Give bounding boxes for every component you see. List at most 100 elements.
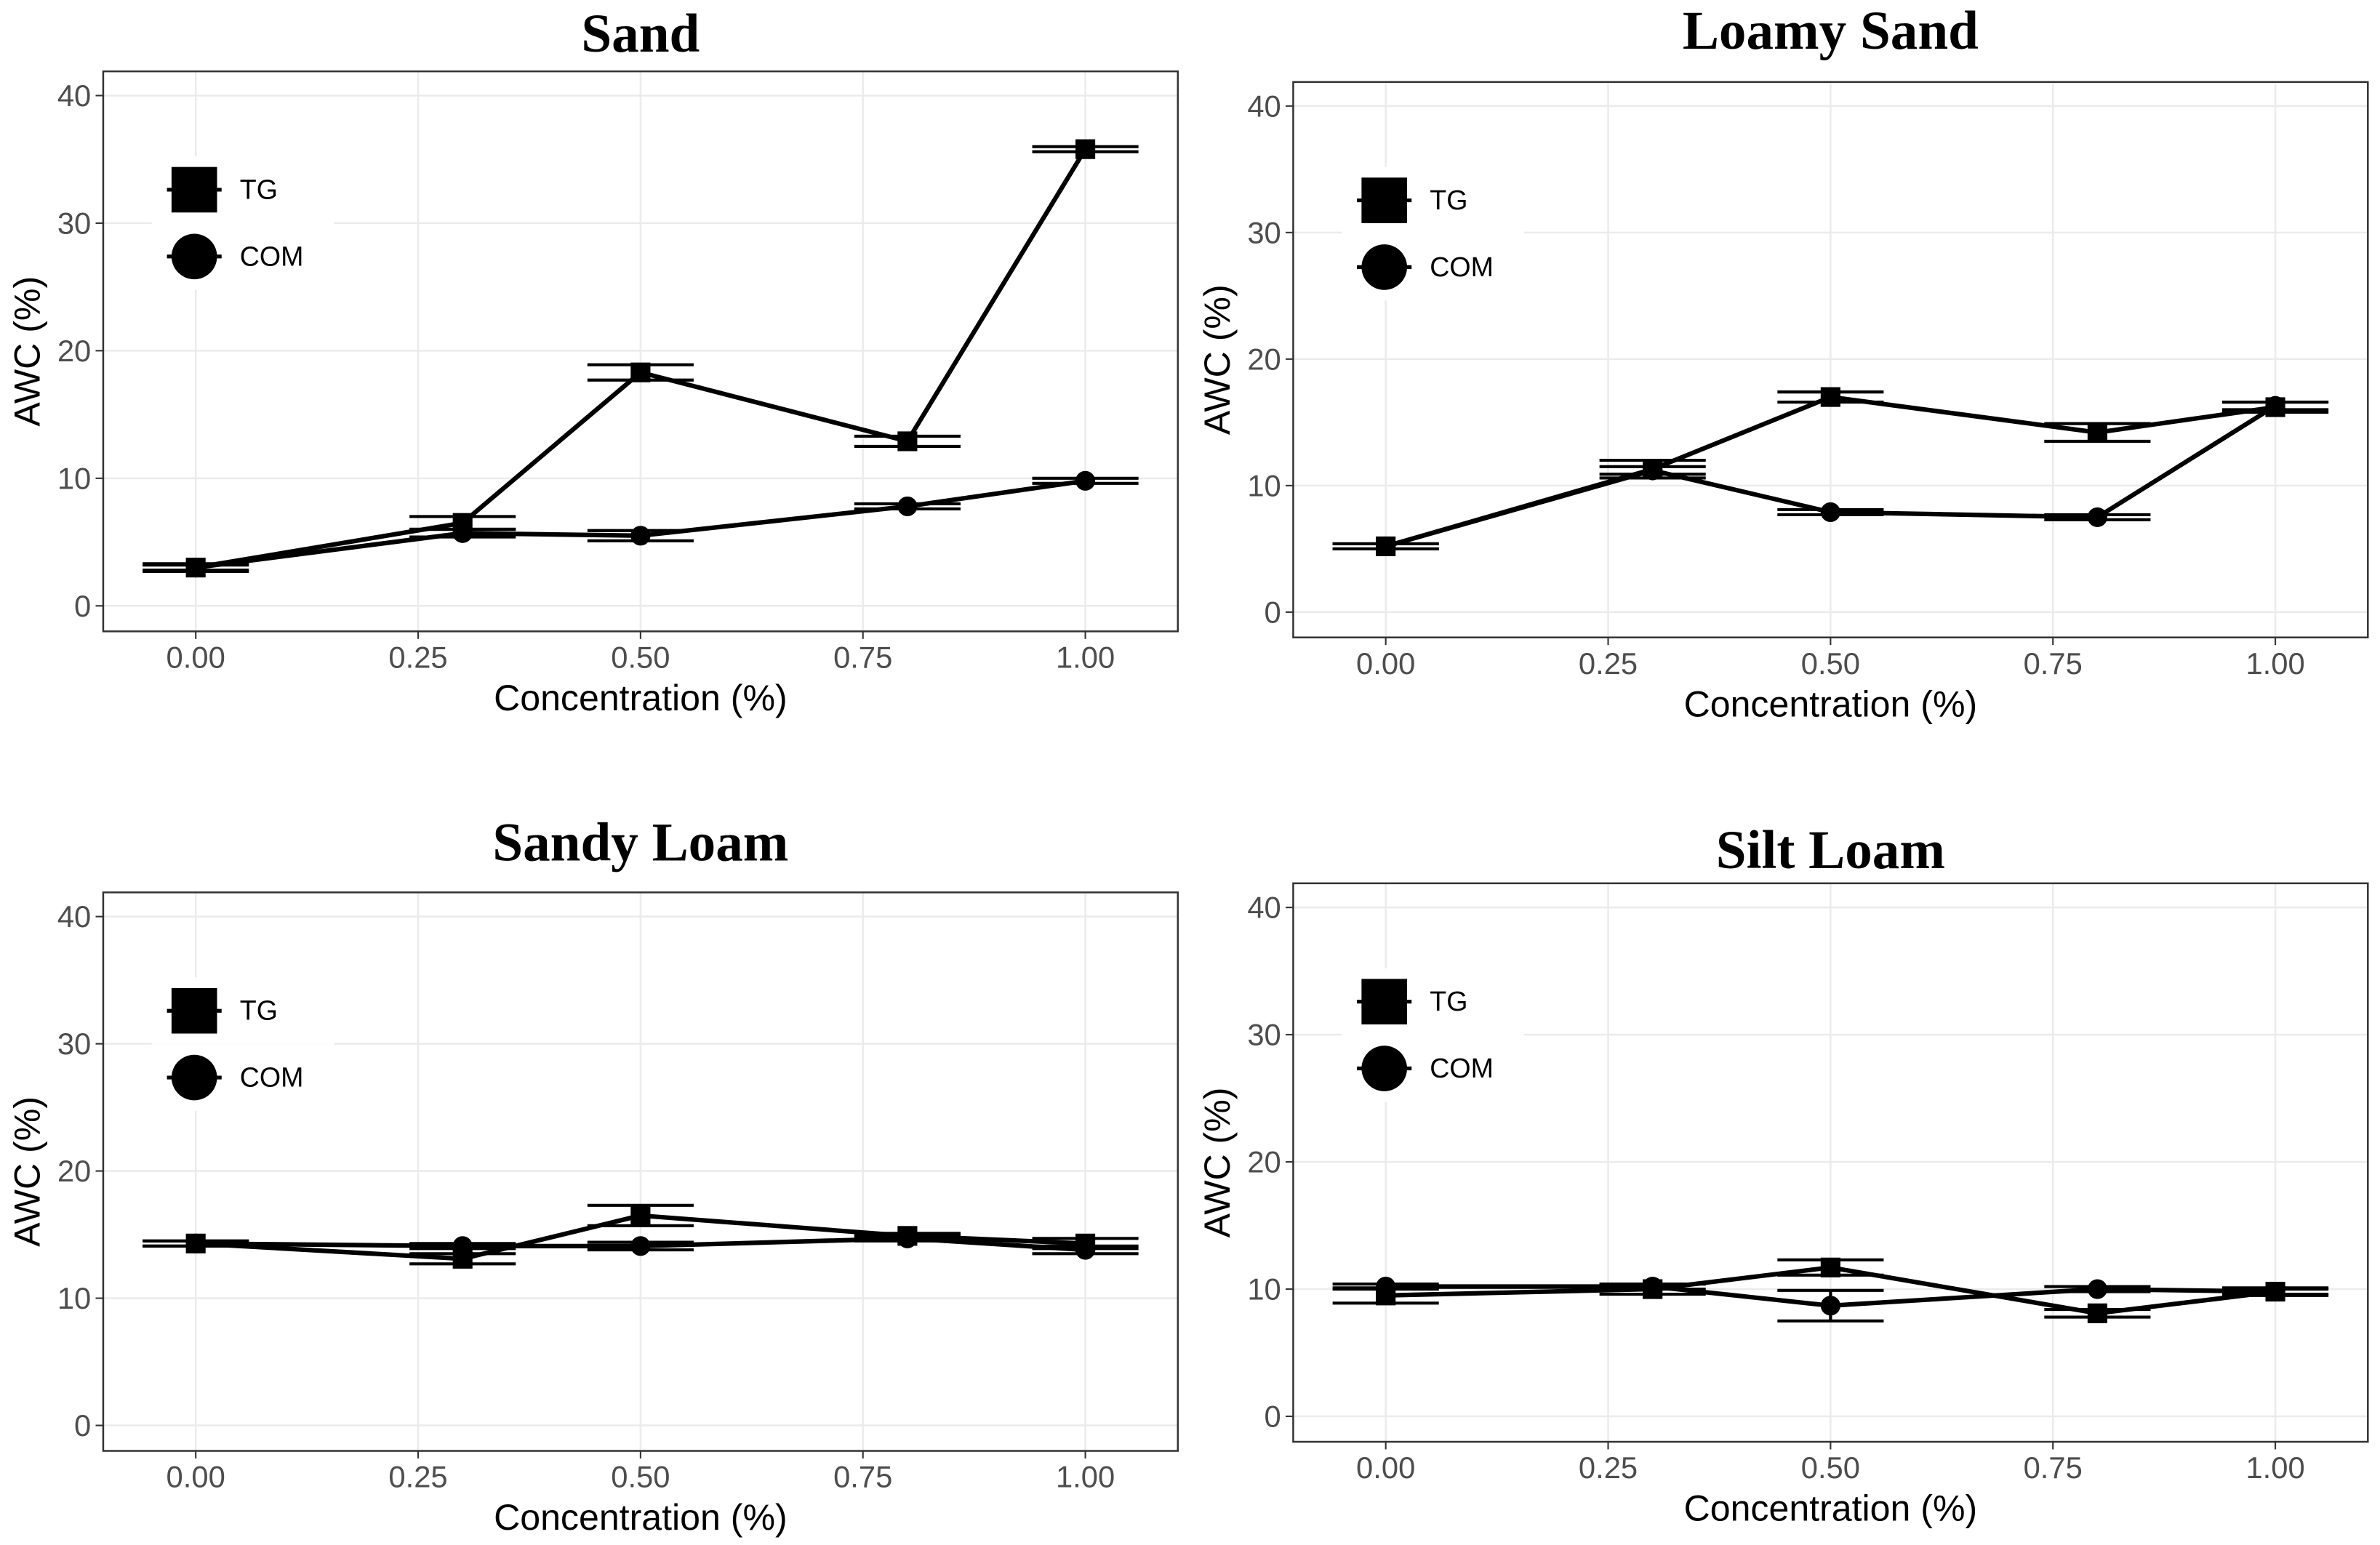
x-tick-label: 0.00 bbox=[1356, 1450, 1415, 1485]
point bbox=[630, 1236, 651, 1256]
x-tick-label: 1.00 bbox=[1056, 1460, 1115, 1494]
point bbox=[1376, 536, 1396, 556]
plot-border bbox=[102, 70, 1179, 633]
legend-item: TG bbox=[151, 156, 334, 223]
point bbox=[2087, 422, 2107, 443]
y-tick-label: 40 bbox=[57, 79, 91, 113]
point bbox=[452, 1236, 473, 1256]
plot-border bbox=[1292, 81, 2369, 638]
y-tick-label: 30 bbox=[1247, 215, 1281, 249]
y-tick-label: 0 bbox=[1265, 1400, 1281, 1434]
point bbox=[1820, 502, 1840, 523]
y-tick-label: 20 bbox=[57, 334, 91, 368]
y-axis-label: AWC (%) bbox=[7, 276, 47, 427]
legend-label: TG bbox=[1430, 185, 1467, 215]
legend-item: TG bbox=[1342, 968, 1524, 1035]
point bbox=[897, 431, 918, 452]
x-tick-label: 0.75 bbox=[833, 640, 892, 674]
y-tick-label: 30 bbox=[57, 206, 91, 241]
x-tick-label: 0.75 bbox=[2024, 646, 2083, 681]
legend-label: COM bbox=[240, 241, 304, 271]
legend-label: COM bbox=[1430, 252, 1494, 282]
point bbox=[630, 526, 651, 546]
y-tick-label: 10 bbox=[57, 461, 91, 495]
x-tick-label: 0.50 bbox=[611, 1460, 670, 1494]
legend-marker bbox=[1361, 177, 1407, 223]
x-axis-label: Concentration (%) bbox=[494, 1497, 788, 1538]
point bbox=[630, 1205, 651, 1226]
x-tick-label: 0.75 bbox=[833, 1460, 892, 1494]
point bbox=[2087, 1279, 2107, 1299]
point bbox=[630, 362, 651, 382]
chart-panel: 0 10 20 30 40 0.00 0.25 0.50 0.75 1.00 Concentrati… bbox=[7, 813, 1179, 1538]
chart-title: Sandy Loam bbox=[492, 813, 788, 873]
legend-item: COM bbox=[1342, 233, 1524, 301]
y-axis-label: AWC (%) bbox=[7, 1096, 47, 1247]
legend-item: COM bbox=[1342, 1035, 1524, 1102]
y-tick-label: 0 bbox=[74, 1408, 91, 1442]
x-tick-label: 1.00 bbox=[1056, 640, 1115, 674]
y-tick-label: 20 bbox=[1247, 342, 1281, 376]
legend-marker bbox=[171, 166, 217, 213]
point bbox=[1376, 1276, 1396, 1297]
x-tick-label: 0.00 bbox=[1356, 646, 1415, 681]
y-axis-label: AWC (%) bbox=[1197, 1088, 1238, 1238]
point bbox=[2265, 396, 2285, 416]
point bbox=[1075, 139, 1096, 159]
legend-label: COM bbox=[240, 1062, 304, 1093]
legend-marker bbox=[1361, 979, 1407, 1025]
chart-panel: 0 10 20 30 40 0.00 0.25 0.50 0.75 1.00 Concentrati… bbox=[1197, 1, 2369, 724]
y-tick-label: 40 bbox=[1247, 89, 1281, 123]
y-tick-label: 10 bbox=[57, 1281, 91, 1315]
point bbox=[1643, 1276, 1663, 1297]
y-axis-label: AWC (%) bbox=[1197, 284, 1238, 435]
x-axis-label: Concentration (%) bbox=[494, 678, 788, 718]
legend-marker bbox=[171, 233, 217, 280]
plot-border bbox=[102, 891, 1179, 1452]
x-tick-label: 1.00 bbox=[2245, 1450, 2304, 1485]
legend-label: COM bbox=[1430, 1053, 1494, 1083]
legend-item: TG bbox=[151, 977, 334, 1045]
x-tick-label: 0.50 bbox=[611, 640, 670, 674]
x-tick-label: 0.75 bbox=[2024, 1450, 2083, 1485]
x-tick-label: 0.25 bbox=[1579, 646, 1638, 681]
point bbox=[2087, 507, 2107, 527]
point bbox=[1820, 1296, 1840, 1316]
y-tick-label: 10 bbox=[1247, 469, 1281, 503]
point bbox=[1075, 470, 1096, 491]
chart-title: Loamy Sand bbox=[1683, 1, 1979, 61]
point bbox=[185, 1233, 206, 1253]
y-tick-label: 40 bbox=[1247, 891, 1281, 925]
legend-item: TG bbox=[1342, 166, 1524, 234]
legend-item: COM bbox=[151, 1044, 334, 1111]
point bbox=[1075, 1240, 1096, 1260]
legend-label: TG bbox=[240, 174, 278, 204]
legend-marker bbox=[171, 987, 217, 1034]
x-tick-label: 0.00 bbox=[167, 1460, 225, 1494]
chart-title: Sand bbox=[581, 4, 700, 64]
x-axis-label: Concentration (%) bbox=[1684, 683, 1978, 724]
legend-label: TG bbox=[240, 995, 278, 1026]
chart-title: Silt Loam bbox=[1716, 820, 1945, 880]
x-tick-label: 0.25 bbox=[1579, 1450, 1638, 1485]
y-tick-label: 0 bbox=[74, 589, 91, 623]
y-tick-label: 0 bbox=[1265, 595, 1281, 630]
x-tick-label: 0.00 bbox=[167, 640, 225, 674]
y-tick-label: 30 bbox=[1247, 1018, 1281, 1052]
x-tick-label: 0.50 bbox=[1801, 1450, 1860, 1485]
point bbox=[897, 496, 918, 516]
x-tick-label: 1.00 bbox=[2245, 646, 2304, 681]
x-axis-label: Concentration (%) bbox=[1684, 1488, 1978, 1529]
legend-item: COM bbox=[151, 222, 334, 290]
legend-label: TG bbox=[1430, 986, 1467, 1016]
chart-panel: 0 10 20 30 40 0.00 0.25 0.50 0.75 1.00 Concentrati… bbox=[7, 4, 1179, 718]
chart-panel: 0 10 20 30 40 0.00 0.25 0.50 0.75 1.00 Concentrati… bbox=[1197, 820, 2369, 1529]
x-tick-label: 0.50 bbox=[1801, 646, 1860, 681]
plot-border bbox=[1292, 882, 2369, 1443]
y-tick-label: 20 bbox=[57, 1154, 91, 1188]
point bbox=[1820, 387, 1840, 407]
point bbox=[2265, 1281, 2285, 1302]
y-tick-label: 20 bbox=[1247, 1145, 1281, 1179]
